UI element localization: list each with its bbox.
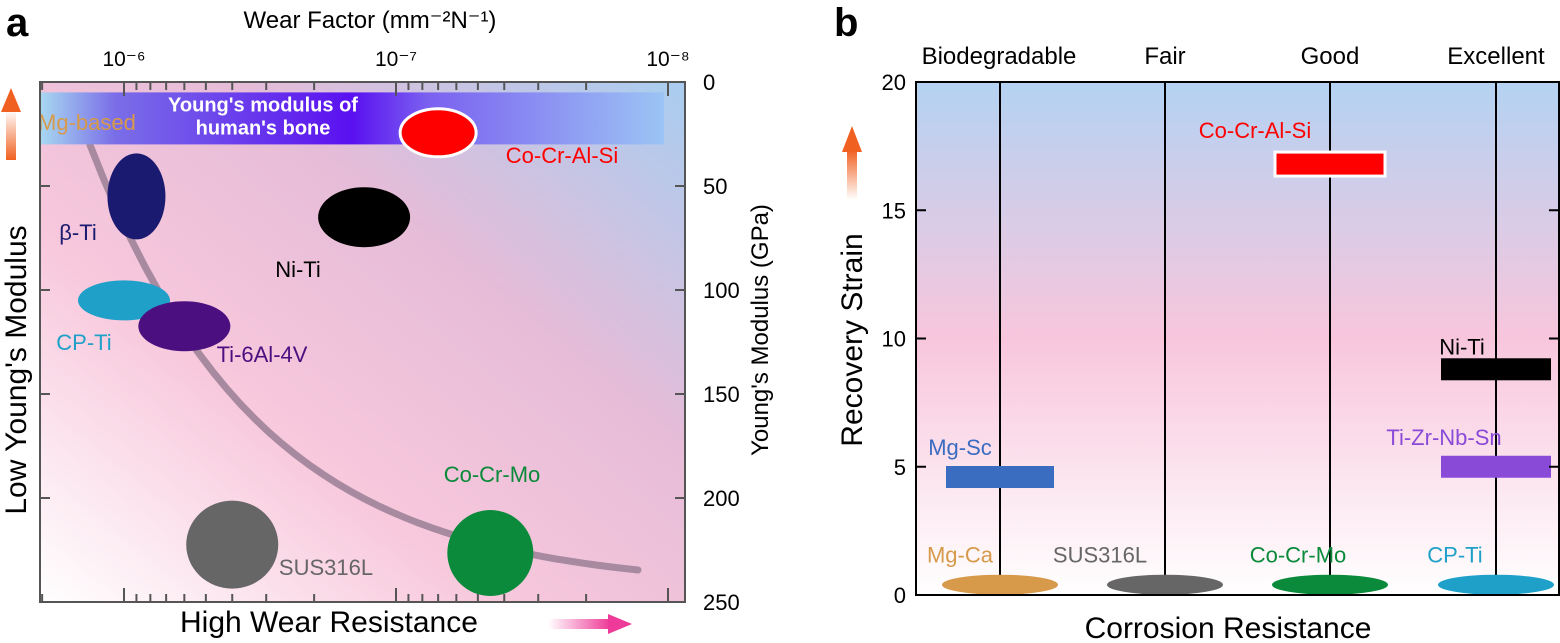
youngs-modulus-axis-label: Young's Modulus (GPa): [747, 204, 774, 456]
wear-tick-label: 10⁻⁸: [646, 48, 689, 71]
label-ni-ti: Ni-Ti: [275, 257, 321, 282]
high-wear-resistance-label: High Wear Resistance: [180, 606, 478, 639]
low-youngs-modulus-label: Low Young's Modulus: [0, 225, 33, 514]
bone-band-label-line2: human's bone: [196, 117, 331, 139]
panel-a-ticks: 0 50 100 150 200 250 10⁻⁶ 10⁻⁷ 10⁻⁸: [40, 48, 740, 615]
bar-mg-sc: [946, 466, 1054, 489]
bar-ni-ti: [1441, 358, 1551, 381]
bar-ti-zr-nb-sn: [1441, 455, 1551, 478]
corrosion-resistance-axis-label: Corrosion Resistance: [1085, 612, 1372, 643]
marker-co-cr-al-si: [398, 107, 478, 159]
panel-a-letter: a: [6, 1, 29, 45]
panel-b-letter: b: [834, 1, 858, 45]
category-labels: Biodegradable Fair Good Excellent: [922, 43, 1545, 70]
label-cp-ti: CP-Ti: [56, 330, 111, 355]
label-sus316l: SUS316L: [1053, 543, 1147, 568]
bar-co-cr-al-si: [1273, 150, 1387, 178]
marker-sus316l: [1107, 574, 1223, 595]
label-ni-ti: Ni-Ti: [1439, 334, 1485, 359]
wear-tick-label: 10⁻⁷: [375, 48, 417, 71]
panel-a-frame: [39, 81, 686, 603]
bottom-arrow-head: [608, 614, 632, 634]
marker-ni-ti: [318, 187, 411, 248]
label-sus316l: SUS316L: [279, 555, 373, 580]
recovery-arrow-shaft: [847, 150, 857, 200]
modulus-tick-label: 100: [703, 278, 740, 303]
marker-cp-ti: [78, 280, 170, 321]
modulus-tick-label: 250: [703, 590, 740, 615]
modulus-tick-label: 0: [703, 70, 715, 95]
label-co-cr-al-si: Co-Cr-Al-Si: [506, 143, 618, 168]
modulus-tick-label: 50: [703, 174, 727, 199]
wear-factor-axis-label: Wear Factor (mm⁻²N⁻¹): [244, 7, 497, 34]
marker-cp-ti: [1438, 574, 1554, 595]
recovery-arrow-head: [842, 126, 862, 152]
recovery-strain-axis-label: Recovery Strain: [836, 233, 869, 446]
modulus-tick-label: 150: [703, 382, 740, 407]
strain-tick-label: 15: [882, 198, 906, 223]
marker-co-cr-mo: [447, 510, 534, 596]
bone-band-label-line1: Young's modulus of: [168, 94, 358, 116]
left-arrow-shaft: [6, 110, 16, 160]
left-arrow-head: [1, 88, 21, 112]
marker-sus316l: [186, 500, 279, 589]
label-co-cr-mo: Co-Cr-Mo: [1250, 543, 1347, 568]
marker-co-cr-mo: [1272, 574, 1388, 595]
panel-b-background: [916, 82, 1559, 595]
category-label-excellent: Excellent: [1447, 43, 1545, 70]
wear-tick-label: 10⁻⁶: [102, 48, 145, 71]
label-ti-zr-nb-sn: Ti-Zr-Nb-Sn: [1386, 425, 1501, 450]
category-label-good: Good: [1301, 43, 1360, 70]
label-mg-ca: Mg-Ca: [927, 543, 994, 568]
label-cp-ti: CP-Ti: [1427, 543, 1482, 568]
label-mg-sc: Mg-Sc: [928, 435, 992, 460]
strain-tick-label: 10: [882, 327, 906, 352]
modulus-tick-label: 200: [703, 486, 740, 511]
strain-tick-label: 0: [894, 583, 906, 608]
marker-mg-ca: [942, 574, 1058, 595]
label-beta-ti: β-Ti: [59, 220, 97, 245]
panel-b-ticks: 0 5 10 15 20: [882, 70, 1559, 608]
bottom-arrow-shaft: [548, 619, 610, 629]
marker-beta-ti: [107, 153, 166, 240]
panel-b-plot: Mg-Sc Mg-Ca SUS316L Co-Cr-Al-Si Co-Cr-Mo Ni-T…: [927, 82, 1554, 595]
strain-tick-label: 5: [894, 455, 906, 480]
category-label-biodegradable: Biodegradable: [922, 43, 1077, 70]
bone-modulus-band: [40, 92, 664, 145]
category-label-fair: Fair: [1144, 43, 1185, 70]
marker-ti-6al-4v: [138, 301, 231, 352]
label-co-cr-mo: Co-Cr-Mo: [444, 462, 541, 487]
label-co-cr-al-si: Co-Cr-Al-Si: [1199, 118, 1311, 143]
label-mg-based: Mg-based: [38, 110, 136, 135]
label-ti-6al-4v: Ti-6Al-4V: [217, 342, 308, 367]
strain-tick-label: 20: [882, 70, 906, 95]
